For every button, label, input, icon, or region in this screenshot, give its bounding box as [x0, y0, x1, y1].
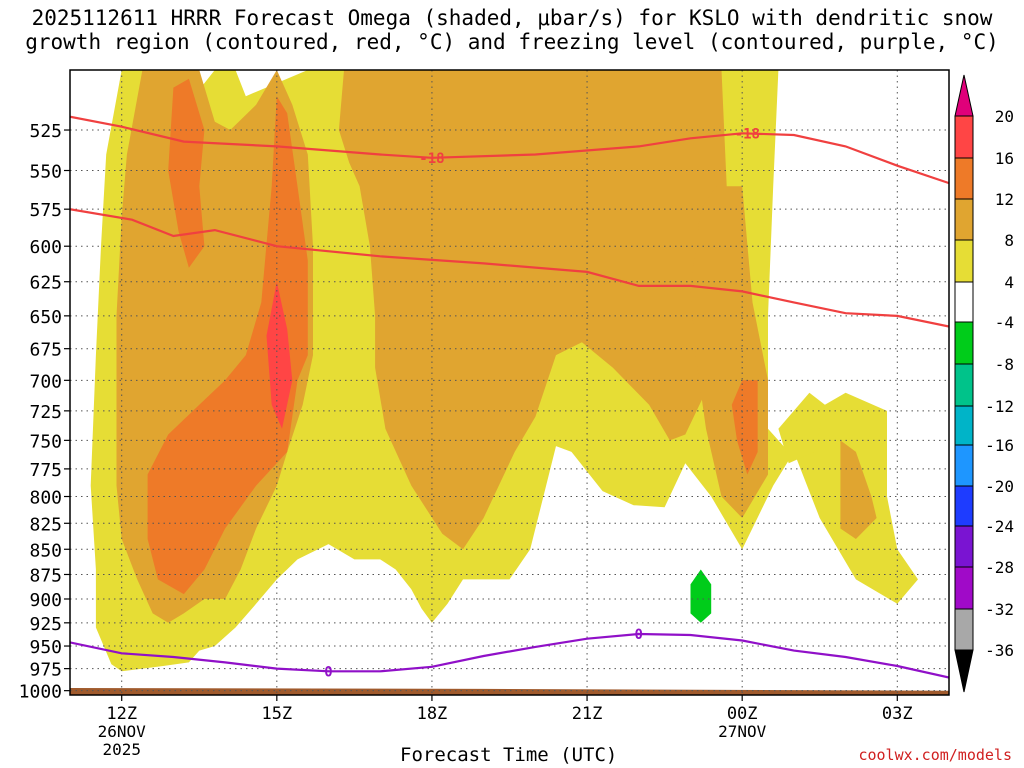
- colorbar-bin-7: [954, 405, 974, 446]
- colorbar-bin-11: [954, 566, 974, 610]
- y-tick-label-675: 675: [29, 340, 62, 361]
- x-tick-label-18Z: 18Z: [417, 704, 448, 724]
- colorbar-label-6: -8: [995, 355, 1014, 374]
- y-tick-label-525: 525: [29, 121, 62, 142]
- x-tick-label-00Z: 00Z: [727, 704, 758, 724]
- colorbar-bin-6: [954, 363, 974, 407]
- grid-layer: [70, 70, 949, 695]
- x-tick-label-03Z: 03Z: [882, 704, 913, 724]
- y-tick-label-750: 750: [29, 431, 62, 452]
- colorbar-label-12: -32: [985, 600, 1014, 619]
- chart-title-line2: growth region (contoured, red, °C) and f…: [25, 30, 999, 54]
- colorbar-bin-10: [954, 525, 974, 568]
- omega-fill-1-3: [840, 440, 877, 539]
- omega-fill-2-1: [147, 96, 308, 595]
- freezing-label-0-text: 0: [324, 664, 332, 680]
- omega-fill-2-0: [168, 78, 205, 268]
- y-tick-label-600: 600: [29, 237, 62, 258]
- x-tick-sublabel-12Z-0: 26NOV: [98, 722, 147, 741]
- y-tick-label-875: 875: [29, 565, 62, 586]
- y-tick-label-975: 975: [29, 660, 62, 681]
- colorbar-bin-0: [954, 115, 974, 159]
- y-tick-label-900: 900: [29, 590, 62, 611]
- colorbar-label-7: -12: [985, 397, 1014, 416]
- dgz-label-0-0-text: -18: [419, 151, 444, 167]
- freezing-level-contour: [70, 632, 949, 679]
- y-tick-label-1000: 1000: [19, 682, 62, 703]
- y-tick-label-575: 575: [29, 200, 62, 221]
- y-tick-label-925: 925: [29, 614, 62, 635]
- colorbar-bin-1: [954, 157, 974, 200]
- plot-frame: [69, 69, 950, 696]
- y-tick-label-725: 725: [29, 402, 62, 423]
- colorbar-bin-4: [954, 281, 974, 323]
- dgz-contour-1: [70, 208, 949, 328]
- site-credit: coolwx.com/models: [858, 746, 1012, 764]
- contour-layer: -18 -18 0 0: [70, 115, 949, 680]
- y-axis: 525 550 575 600 625 650 675 700 725 750 775 800 825 8…: [19, 121, 70, 703]
- y-tick-label-950: 950: [29, 637, 62, 658]
- dgz-label-0-1: -18: [735, 127, 760, 143]
- y-tick-label-825: 825: [29, 514, 62, 535]
- colorbar-bin-2: [954, 198, 974, 241]
- y-tick-label-850: 850: [29, 540, 62, 561]
- surface-terrain: [70, 688, 949, 695]
- colorbar-bin-12: [954, 608, 974, 651]
- y-tick-label-625: 625: [29, 273, 62, 294]
- omega-fill-4-0: [690, 569, 712, 623]
- x-tick-sublabel-00Z-0: 27NOV: [718, 722, 767, 741]
- colorbar-label-13: -36: [985, 641, 1014, 660]
- x-tick-label-21Z: 21Z: [572, 704, 603, 724]
- colorbar-bin-3: [954, 239, 974, 283]
- omega-fill-layer: [70, 70, 949, 695]
- colorbar-label-11: -28: [985, 558, 1014, 577]
- x-tick-label-12Z: 12Z: [106, 704, 137, 724]
- y-tick-label-700: 700: [29, 371, 62, 392]
- colorbar-label-1: 16: [995, 149, 1014, 168]
- colorbar-label-4: 4: [1004, 273, 1014, 292]
- y-tick-label-550: 550: [29, 162, 62, 183]
- colorbar-label-8: -16: [985, 436, 1014, 455]
- colorbar-bin-8: [954, 444, 974, 487]
- omega-fill-0-1: [778, 392, 825, 464]
- freezing-label-1: 0: [635, 627, 643, 643]
- x-axis-title: Forecast Time (UTC): [400, 744, 618, 766]
- chart-title: 2025112611 HRRR Forecast Omega (shaded, …: [0, 6, 1024, 54]
- colorbar-cap-bottom: [954, 649, 974, 693]
- colorbar-bin-9: [954, 485, 974, 527]
- omega-fill-1-0: [338, 70, 727, 550]
- colorbar-label-0: 20: [995, 107, 1014, 126]
- x-tick-label-15Z: 15Z: [261, 704, 292, 724]
- omega-fill-2-2: [731, 380, 758, 475]
- x-tick-sublabel-12Z-1: 2025: [102, 740, 141, 759]
- freezing-label-1-text: 0: [635, 627, 643, 643]
- colorbar-label-10: -24: [985, 517, 1014, 536]
- dgz-label-0-1-text: -18: [735, 127, 760, 143]
- colorbar-label-9: -20: [985, 477, 1014, 496]
- colorbar: 20 16 12 8 4 -4 -8 -12 -16 -20 -24 -28 -32 -36: [954, 74, 1014, 693]
- colorbar-cap-top: [954, 74, 974, 117]
- y-tick-label-650: 650: [29, 307, 62, 328]
- colorbar-label-3: 8: [1004, 231, 1014, 250]
- chart-title-line1: 2025112611 HRRR Forecast Omega (shaded, …: [31, 6, 993, 30]
- colorbar-label-2: 12: [995, 190, 1014, 209]
- y-tick-label-800: 800: [29, 488, 62, 509]
- dgz-label-0-0: -18: [419, 151, 444, 167]
- freezing-label-0: 0: [324, 664, 332, 680]
- dgz-contour-0: [70, 115, 949, 185]
- y-tick-label-775: 775: [29, 460, 62, 481]
- omega-fill-3-0: [266, 281, 293, 429]
- colorbar-label-5: -4: [995, 313, 1014, 332]
- colorbar-bin-5: [954, 321, 974, 365]
